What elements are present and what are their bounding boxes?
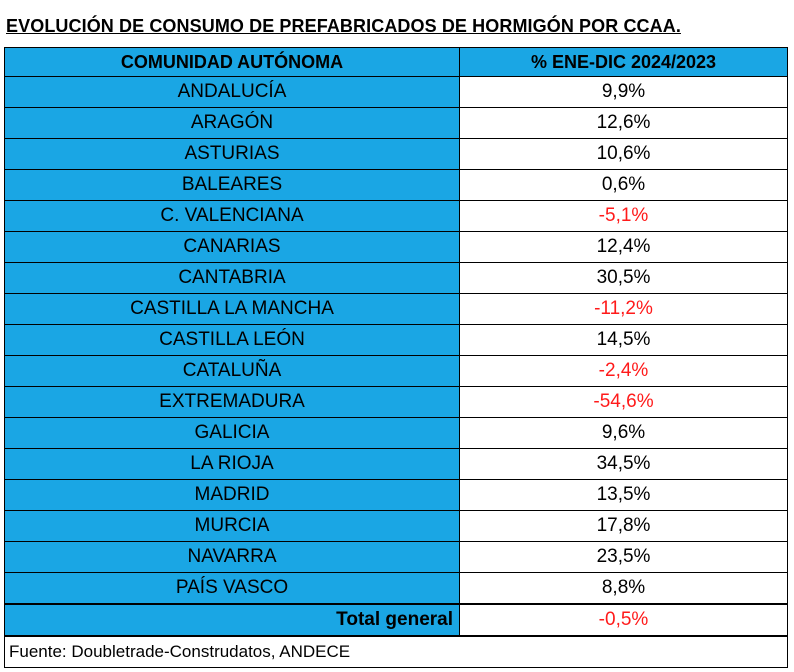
- table-row: BALEARES 0,6%: [4, 169, 788, 201]
- value-cell: -11,2%: [459, 293, 788, 325]
- value-cell: 34,5%: [459, 448, 788, 480]
- table-row: CASTILLA LA MANCHA -11,2%: [4, 293, 788, 325]
- region-cell: GALICIA: [4, 417, 460, 449]
- source-note: Fuente: Doubletrade-Construdatos, ANDECE: [4, 635, 788, 668]
- value-cell: 8,8%: [459, 572, 788, 605]
- region-cell: NAVARRA: [4, 541, 460, 573]
- value-cell: -54,6%: [459, 386, 788, 418]
- table-row: NAVARRA 23,5%: [4, 541, 788, 573]
- table-header-row: COMUNIDAD AUTÓNOMA % ENE-DIC 2024/2023: [4, 47, 788, 77]
- table-row: CANARIAS 12,4%: [4, 231, 788, 263]
- region-cell: CASTILLA LA MANCHA: [4, 293, 460, 325]
- value-cell: 23,5%: [459, 541, 788, 573]
- table-body: ANDALUCÍA 9,9% ARAGÓN 12,6% ASTURIAS 10,6% BAL…: [4, 76, 788, 605]
- region-cell: ARAGÓN: [4, 107, 460, 139]
- value-cell: 9,6%: [459, 417, 788, 449]
- value-cell: 0,6%: [459, 169, 788, 201]
- source-row: Fuente: Doubletrade-Construdatos, ANDECE: [4, 635, 788, 668]
- table-row: MADRID 13,5%: [4, 479, 788, 511]
- table-row: ANDALUCÍA 9,9%: [4, 76, 788, 108]
- region-cell: EXTREMADURA: [4, 386, 460, 418]
- value-cell: 17,8%: [459, 510, 788, 542]
- value-cell: 12,4%: [459, 231, 788, 263]
- table-row: CATALUÑA -2,4%: [4, 355, 788, 387]
- table-row: CASTILLA LEÓN 14,5%: [4, 324, 788, 356]
- table-row: MURCIA 17,8%: [4, 510, 788, 542]
- total-value: -0,5%: [459, 603, 788, 637]
- value-cell: 9,9%: [459, 76, 788, 108]
- value-cell: 30,5%: [459, 262, 788, 294]
- value-cell: 10,6%: [459, 138, 788, 170]
- total-row: Total general -0,5%: [4, 603, 788, 637]
- region-cell: MURCIA: [4, 510, 460, 542]
- table-row: PAÍS VASCO 8,8%: [4, 572, 788, 605]
- region-cell: BALEARES: [4, 169, 460, 201]
- value-cell: 14,5%: [459, 324, 788, 356]
- table-row: ARAGÓN 12,6%: [4, 107, 788, 139]
- region-cell: ANDALUCÍA: [4, 76, 460, 108]
- region-cell: CASTILLA LEÓN: [4, 324, 460, 356]
- region-cell: C. VALENCIANA: [4, 200, 460, 232]
- table-row: GALICIA 9,6%: [4, 417, 788, 449]
- table-row: EXTREMADURA -54,6%: [4, 386, 788, 418]
- total-label: Total general: [4, 603, 460, 637]
- table-row: LA RIOJA 34,5%: [4, 448, 788, 480]
- header-region: COMUNIDAD AUTÓNOMA: [4, 47, 460, 77]
- table-row: CANTABRIA 30,5%: [4, 262, 788, 294]
- region-cell: PAÍS VASCO: [4, 572, 460, 605]
- value-cell: 12,6%: [459, 107, 788, 139]
- value-cell: -2,4%: [459, 355, 788, 387]
- page-title: EVOLUCIÓN DE CONSUMO DE PREFABRICADOS DE…: [6, 16, 681, 36]
- region-cell: CANTABRIA: [4, 262, 460, 294]
- region-cell: CATALUÑA: [4, 355, 460, 387]
- value-cell: -5,1%: [459, 200, 788, 232]
- table-row: C. VALENCIANA -5,1%: [4, 200, 788, 232]
- value-cell: 13,5%: [459, 479, 788, 511]
- table-row: ASTURIAS 10,6%: [4, 138, 788, 170]
- consumption-table-container: COMUNIDAD AUTÓNOMA % ENE-DIC 2024/2023 A…: [4, 47, 788, 668]
- region-cell: MADRID: [4, 479, 460, 511]
- region-cell: LA RIOJA: [4, 448, 460, 480]
- region-cell: CANARIAS: [4, 231, 460, 263]
- region-cell: ASTURIAS: [4, 138, 460, 170]
- header-value: % ENE-DIC 2024/2023: [459, 47, 788, 77]
- consumption-table: COMUNIDAD AUTÓNOMA % ENE-DIC 2024/2023 A…: [4, 47, 788, 668]
